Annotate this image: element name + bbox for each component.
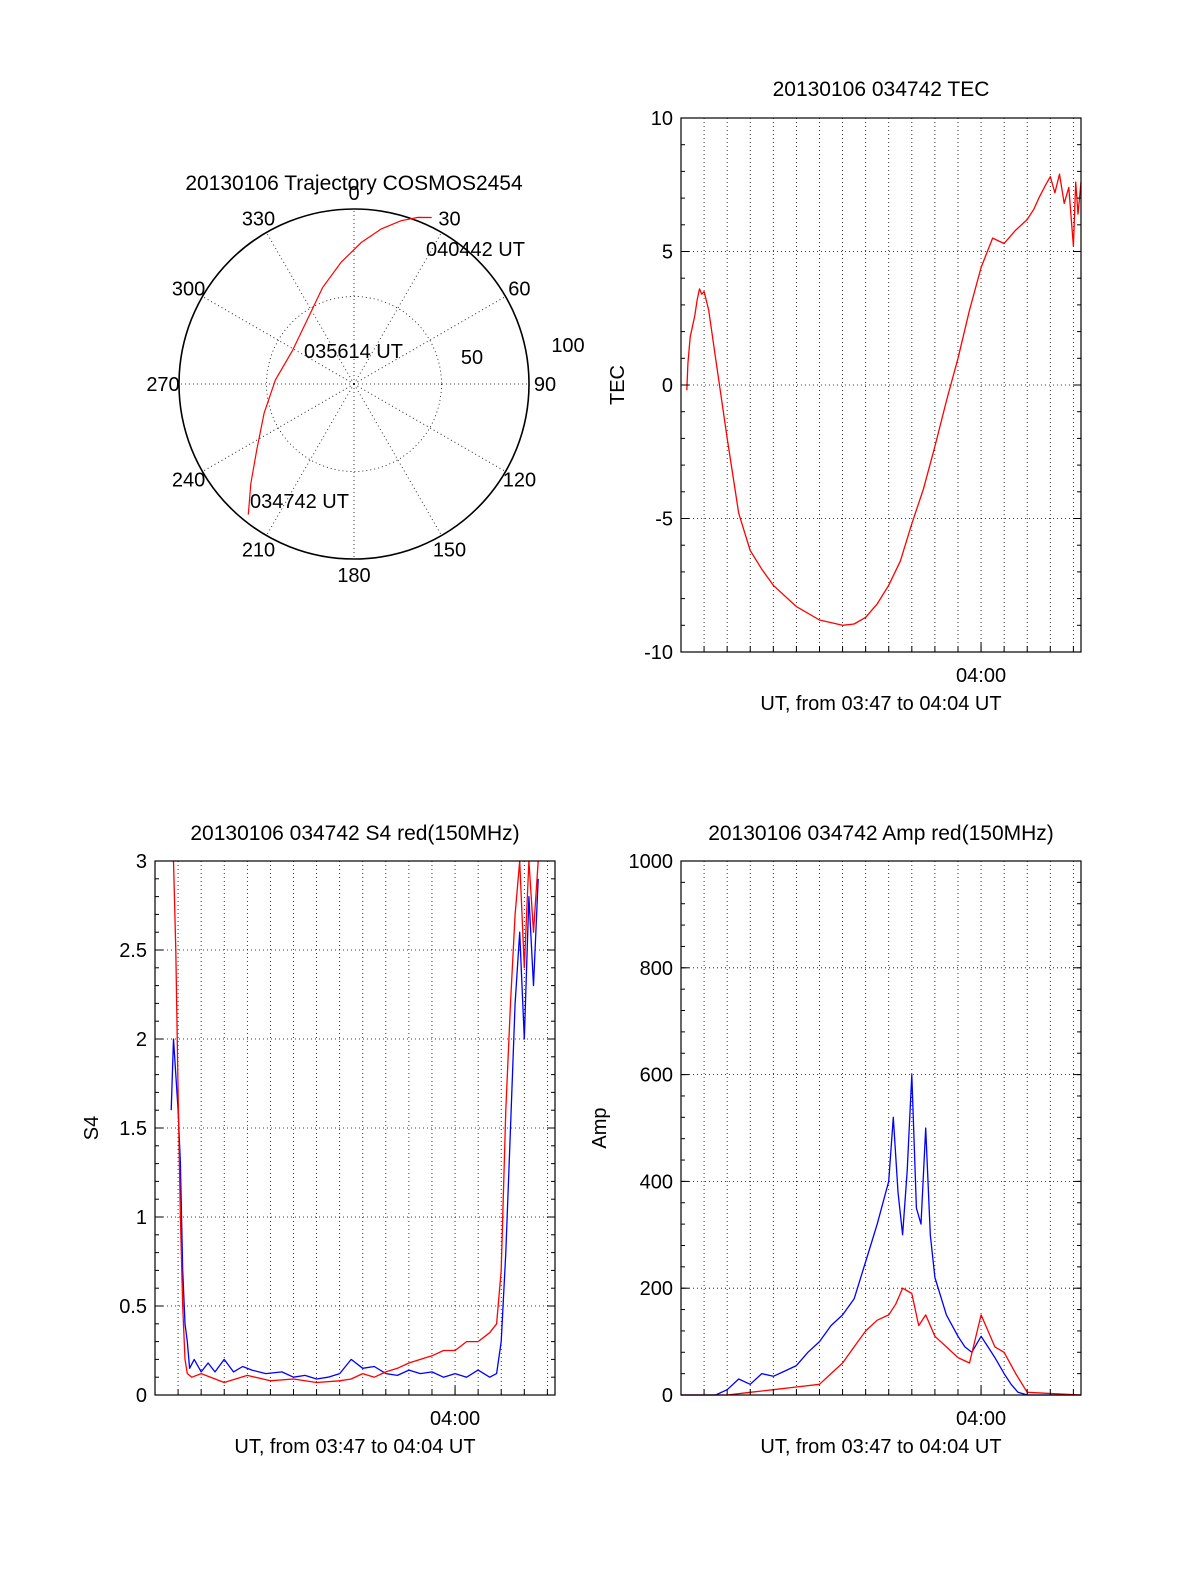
polar-azimuth-label-330: 330	[242, 209, 275, 231]
polar-azimuth-label-90: 90	[534, 374, 556, 396]
s4-y-tick-label: 2	[136, 1029, 147, 1051]
tec-y-tick-label: -10	[644, 642, 673, 664]
amp-series-line-blue	[681, 1073, 1081, 1396]
s4-y-tick-label: 1.5	[119, 1118, 147, 1140]
polar-outer-circle	[178, 208, 530, 560]
amp-chart: 20130106 034742 Amp red(150MHz) 0 200 400 6…	[589, 822, 1082, 1458]
polar-azimuth-label-30: 30	[438, 209, 460, 231]
amp-series-line-red	[681, 1287, 1082, 1396]
s4-ylabel: S4	[81, 1116, 103, 1140]
amp-title: 20130106 034742 Amp red(150MHz)	[708, 822, 1054, 845]
amp-x-tick-label: 04:00	[956, 1408, 1006, 1430]
amp-ylabel: Amp	[589, 1107, 611, 1148]
amp-y-tick-label: 400	[640, 1171, 673, 1193]
polar-title: 20130106 Trajectory COSMOS2454	[185, 172, 523, 195]
tec-title: 20130106 034742 TEC	[773, 78, 990, 101]
polar-grid-circle-50	[266, 296, 442, 472]
annotation-end-time: 040442 UT	[426, 239, 525, 261]
s4-title: 20130106 034742 S4 red(150MHz)	[190, 822, 519, 845]
s4-y-tick-label: 0	[136, 1385, 147, 1407]
polar-azimuth-labels: 0 30 60 90 120 150 180 210 240 270 300 330	[146, 183, 556, 587]
amp-y-tick-label: 1000	[629, 851, 674, 873]
s4-series-line-red	[172, 860, 539, 1384]
polar-azimuth-label-300: 300	[172, 279, 205, 301]
tec-chart: 20130106 034742 TEC -10 -5 0 5 10 04:00 UT, …	[607, 78, 1082, 715]
polar-series-line-red	[247, 216, 432, 515]
s4-series-line-blue	[170, 878, 539, 1380]
annotation-mid-time: 035614 UT	[304, 341, 403, 363]
tec-ylabel: TEC	[607, 365, 629, 405]
s4-y-ticks: 0 0.5 1 1.5 2 2.5 3	[119, 851, 555, 1407]
amp-y-tick-label: 200	[640, 1278, 673, 1300]
polar-trajectory-series	[247, 216, 432, 515]
tec-y-tick-label: 0	[662, 375, 673, 397]
amp-y-ticks: 0 200 400 600 800 1000	[629, 851, 1081, 1407]
polar-azimuth-label-240: 240	[172, 470, 205, 492]
tec-xlabel: UT, from 03:47 to 04:04 UT	[760, 693, 1001, 715]
tec-series	[686, 173, 1082, 626]
s4-chart: 20130106 034742 S4 red(150MHz) 0 0.5 1 1.5 2…	[81, 822, 556, 1458]
s4-x-tick-label: 04:00	[430, 1408, 480, 1430]
s4-y-tick-label: 0.5	[119, 1296, 147, 1318]
annotation-start-time: 034742 UT	[250, 491, 349, 513]
polar-azimuth-label-180: 180	[337, 565, 370, 587]
polar-radius-label-50: 50	[461, 347, 483, 369]
amp-plot-frame	[680, 860, 1082, 1396]
tec-y-tick-label: 10	[651, 108, 673, 130]
tec-y-ticks: -10 -5 0 5 10	[644, 108, 1081, 664]
s4-series	[170, 860, 539, 1384]
polar-grid	[179, 209, 529, 559]
amp-y-tick-label: 800	[640, 958, 673, 980]
amp-x-ticks: 04:00	[703, 1385, 1074, 1430]
amp-y-tick-label: 600	[640, 1065, 673, 1087]
tec-series-line-red	[686, 173, 1082, 626]
polar-grid-spoke-150	[353, 383, 442, 536]
amp-series	[681, 1073, 1082, 1396]
amp-y-tick-label: 0	[662, 1385, 673, 1407]
tec-grid	[681, 118, 1081, 652]
polar-azimuth-label-120: 120	[503, 470, 536, 492]
s4-x-ticks: 04:00	[177, 1385, 548, 1430]
s4-y-tick-label: 1	[136, 1207, 147, 1229]
polar-grid-spoke-120	[353, 383, 506, 472]
polar-azimuth-label-0: 0	[348, 183, 359, 205]
polar-azimuth-label-210: 210	[242, 539, 275, 561]
tec-y-tick-label: 5	[662, 242, 673, 264]
amp-xlabel: UT, from 03:47 to 04:04 UT	[760, 1436, 1001, 1458]
s4-y-tick-label: 2.5	[119, 940, 147, 962]
polar-azimuth-label-150: 150	[433, 539, 466, 561]
polar-radius-label-100: 100	[551, 335, 584, 357]
s4-xlabel: UT, from 03:47 to 04:04 UT	[234, 1436, 475, 1458]
polar-azimuth-label-60: 60	[508, 279, 530, 301]
polar-trajectory-chart: 20130106 Trajectory COSMOS2454 0 30 60 90 12…	[146, 172, 584, 587]
s4-y-tick-label: 3	[136, 851, 147, 873]
tec-x-tick-label: 04:00	[956, 665, 1006, 687]
polar-azimuth-label-270: 270	[146, 374, 179, 396]
tec-y-tick-label: -5	[655, 509, 673, 531]
amp-grid	[681, 861, 1081, 1395]
tec-x-ticks: 04:00	[703, 642, 1074, 687]
s4-grid	[155, 861, 555, 1395]
